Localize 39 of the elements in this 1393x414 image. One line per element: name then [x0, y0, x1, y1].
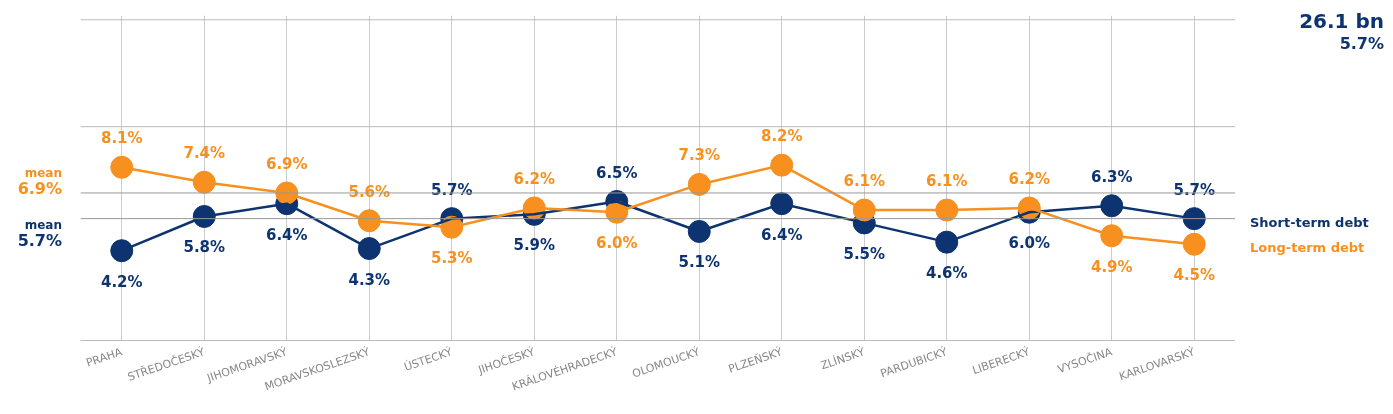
data-label: 6.4%	[760, 225, 803, 244]
data-label: 5.7%	[1173, 180, 1216, 199]
data-label: 6.1%	[925, 172, 968, 191]
data-label: 6.1%	[843, 172, 886, 191]
data-label: 5.5%	[843, 244, 886, 263]
data-label: 5.3%	[430, 249, 473, 268]
text: Long-term debt	[1250, 239, 1365, 257]
data-label: 6.2%	[513, 169, 556, 188]
data-label: 5.7%	[430, 180, 473, 199]
data-label: 6.5%	[595, 163, 638, 182]
x-tick-label: PRAHA	[84, 345, 125, 370]
data-label: 4.5%	[1173, 266, 1216, 285]
data-label: 4.9%	[1090, 257, 1133, 276]
data-label: 5.8%	[183, 238, 226, 257]
point	[110, 155, 134, 179]
data-label: 4.6%	[925, 264, 968, 283]
text: Short-term debt	[1250, 214, 1369, 232]
point	[1182, 232, 1206, 256]
text: 5.7%	[1339, 33, 1384, 55]
ref-line-label: mean 5.7%	[17, 217, 62, 250]
data-label: 5.9%	[513, 236, 556, 255]
point	[110, 239, 134, 263]
data-label: 4.3%	[348, 270, 391, 289]
data-label: 8.2%	[760, 127, 803, 146]
data-label: 6.4%	[265, 225, 308, 244]
data-label: 6.0%	[1008, 234, 1051, 253]
data-label: 7.4%	[183, 144, 226, 163]
data-label: 5.6%	[348, 182, 391, 201]
data-label: 6.0%	[595, 234, 638, 253]
data-label: 6.3%	[1090, 167, 1133, 186]
data-label: 5.1%	[678, 253, 721, 272]
data-label: 4.2%	[100, 272, 143, 291]
data-label: 6.2%	[1008, 169, 1051, 188]
data-label: 8.1%	[100, 129, 143, 148]
text: 26.1 bn	[1299, 8, 1384, 35]
point	[1182, 207, 1206, 231]
data-label: 7.3%	[678, 146, 721, 165]
ref-line-label: mean 6.9%	[17, 165, 62, 198]
data-label: 6.9%	[265, 154, 308, 173]
